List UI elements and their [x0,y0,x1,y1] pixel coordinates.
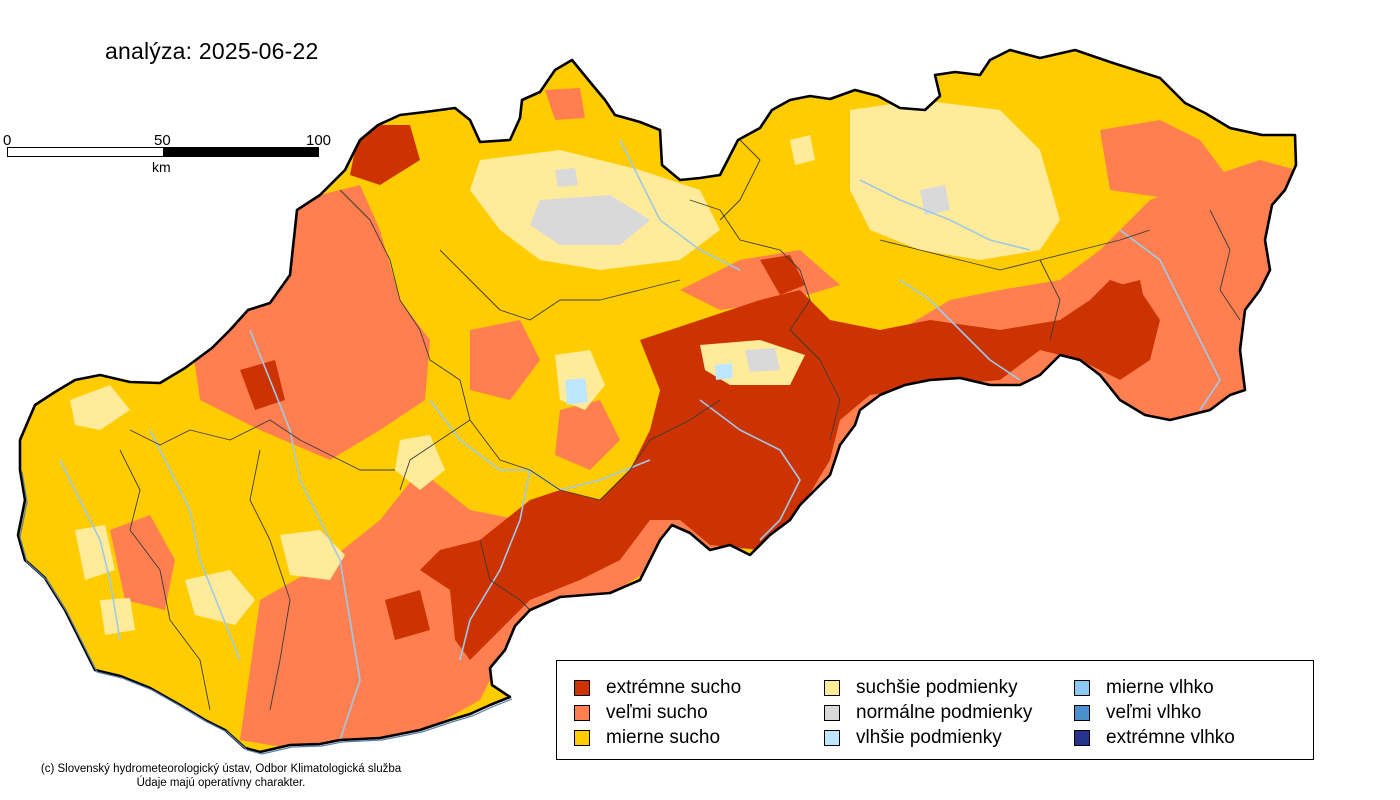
legend-item-moderate-drought: mierne sucho [574,727,720,749]
scale-tick-0: 0 [3,132,12,149]
legend-label: vlhšie podmienky [856,727,1002,748]
legend-label: mierne sucho [606,727,721,748]
legend-swatch [824,680,840,696]
legend-item-extremely-wet: extrémne vlhko [1074,727,1235,749]
legend-item-very-wet: veľmi vlhko [1074,702,1201,724]
legend-swatch [1074,705,1090,721]
legend-item-extreme-drought: extrémne sucho [574,677,741,699]
legend-item-wetter: vlhšie podmienky [824,727,1002,749]
legend-label: normálne podmienky [856,702,1033,723]
legend-swatch [574,705,590,721]
scale-tick-50: 50 [154,132,171,149]
legend-label: suchšie podmienky [856,677,1018,698]
credit-line-2: Údaje majú operatívny charakter. [136,777,306,789]
analysis-date-title: analýza: 2025-06-22 [105,38,319,64]
legend-swatch [574,680,590,696]
legend-item-drier: suchšie podmienky [824,677,1018,699]
legend-label: extrémne vlhko [1106,727,1235,748]
legend-label: veľmi sucho [606,702,708,723]
scale-tick-100: 100 [306,132,332,149]
scale-bar: 0 50 100 km [0,128,340,180]
legend-swatch [824,730,840,746]
legend-label: mierne vlhko [1106,677,1214,698]
legend: extrémne sucho veľmi sucho mierne sucho … [556,660,1314,760]
credit-line-1: (c) Slovenský hydrometeorologický ústav,… [40,763,402,775]
legend-label: extrémne sucho [606,677,742,698]
legend-item-very-dry: veľmi sucho [574,702,708,724]
legend-swatch [574,730,590,746]
legend-swatch [824,705,840,721]
legend-label: veľmi vlhko [1106,702,1202,723]
copyright-credit: (c) Slovenský hydrometeorologický ústav,… [28,762,414,790]
scale-fill [163,148,318,156]
scale-track [7,147,319,157]
legend-swatch [1074,730,1090,746]
legend-item-moderately-wet: mierne vlhko [1074,677,1214,699]
legend-item-normal: normálne podmienky [824,702,1032,724]
legend-swatch [1074,680,1090,696]
scale-unit: km [152,159,171,175]
